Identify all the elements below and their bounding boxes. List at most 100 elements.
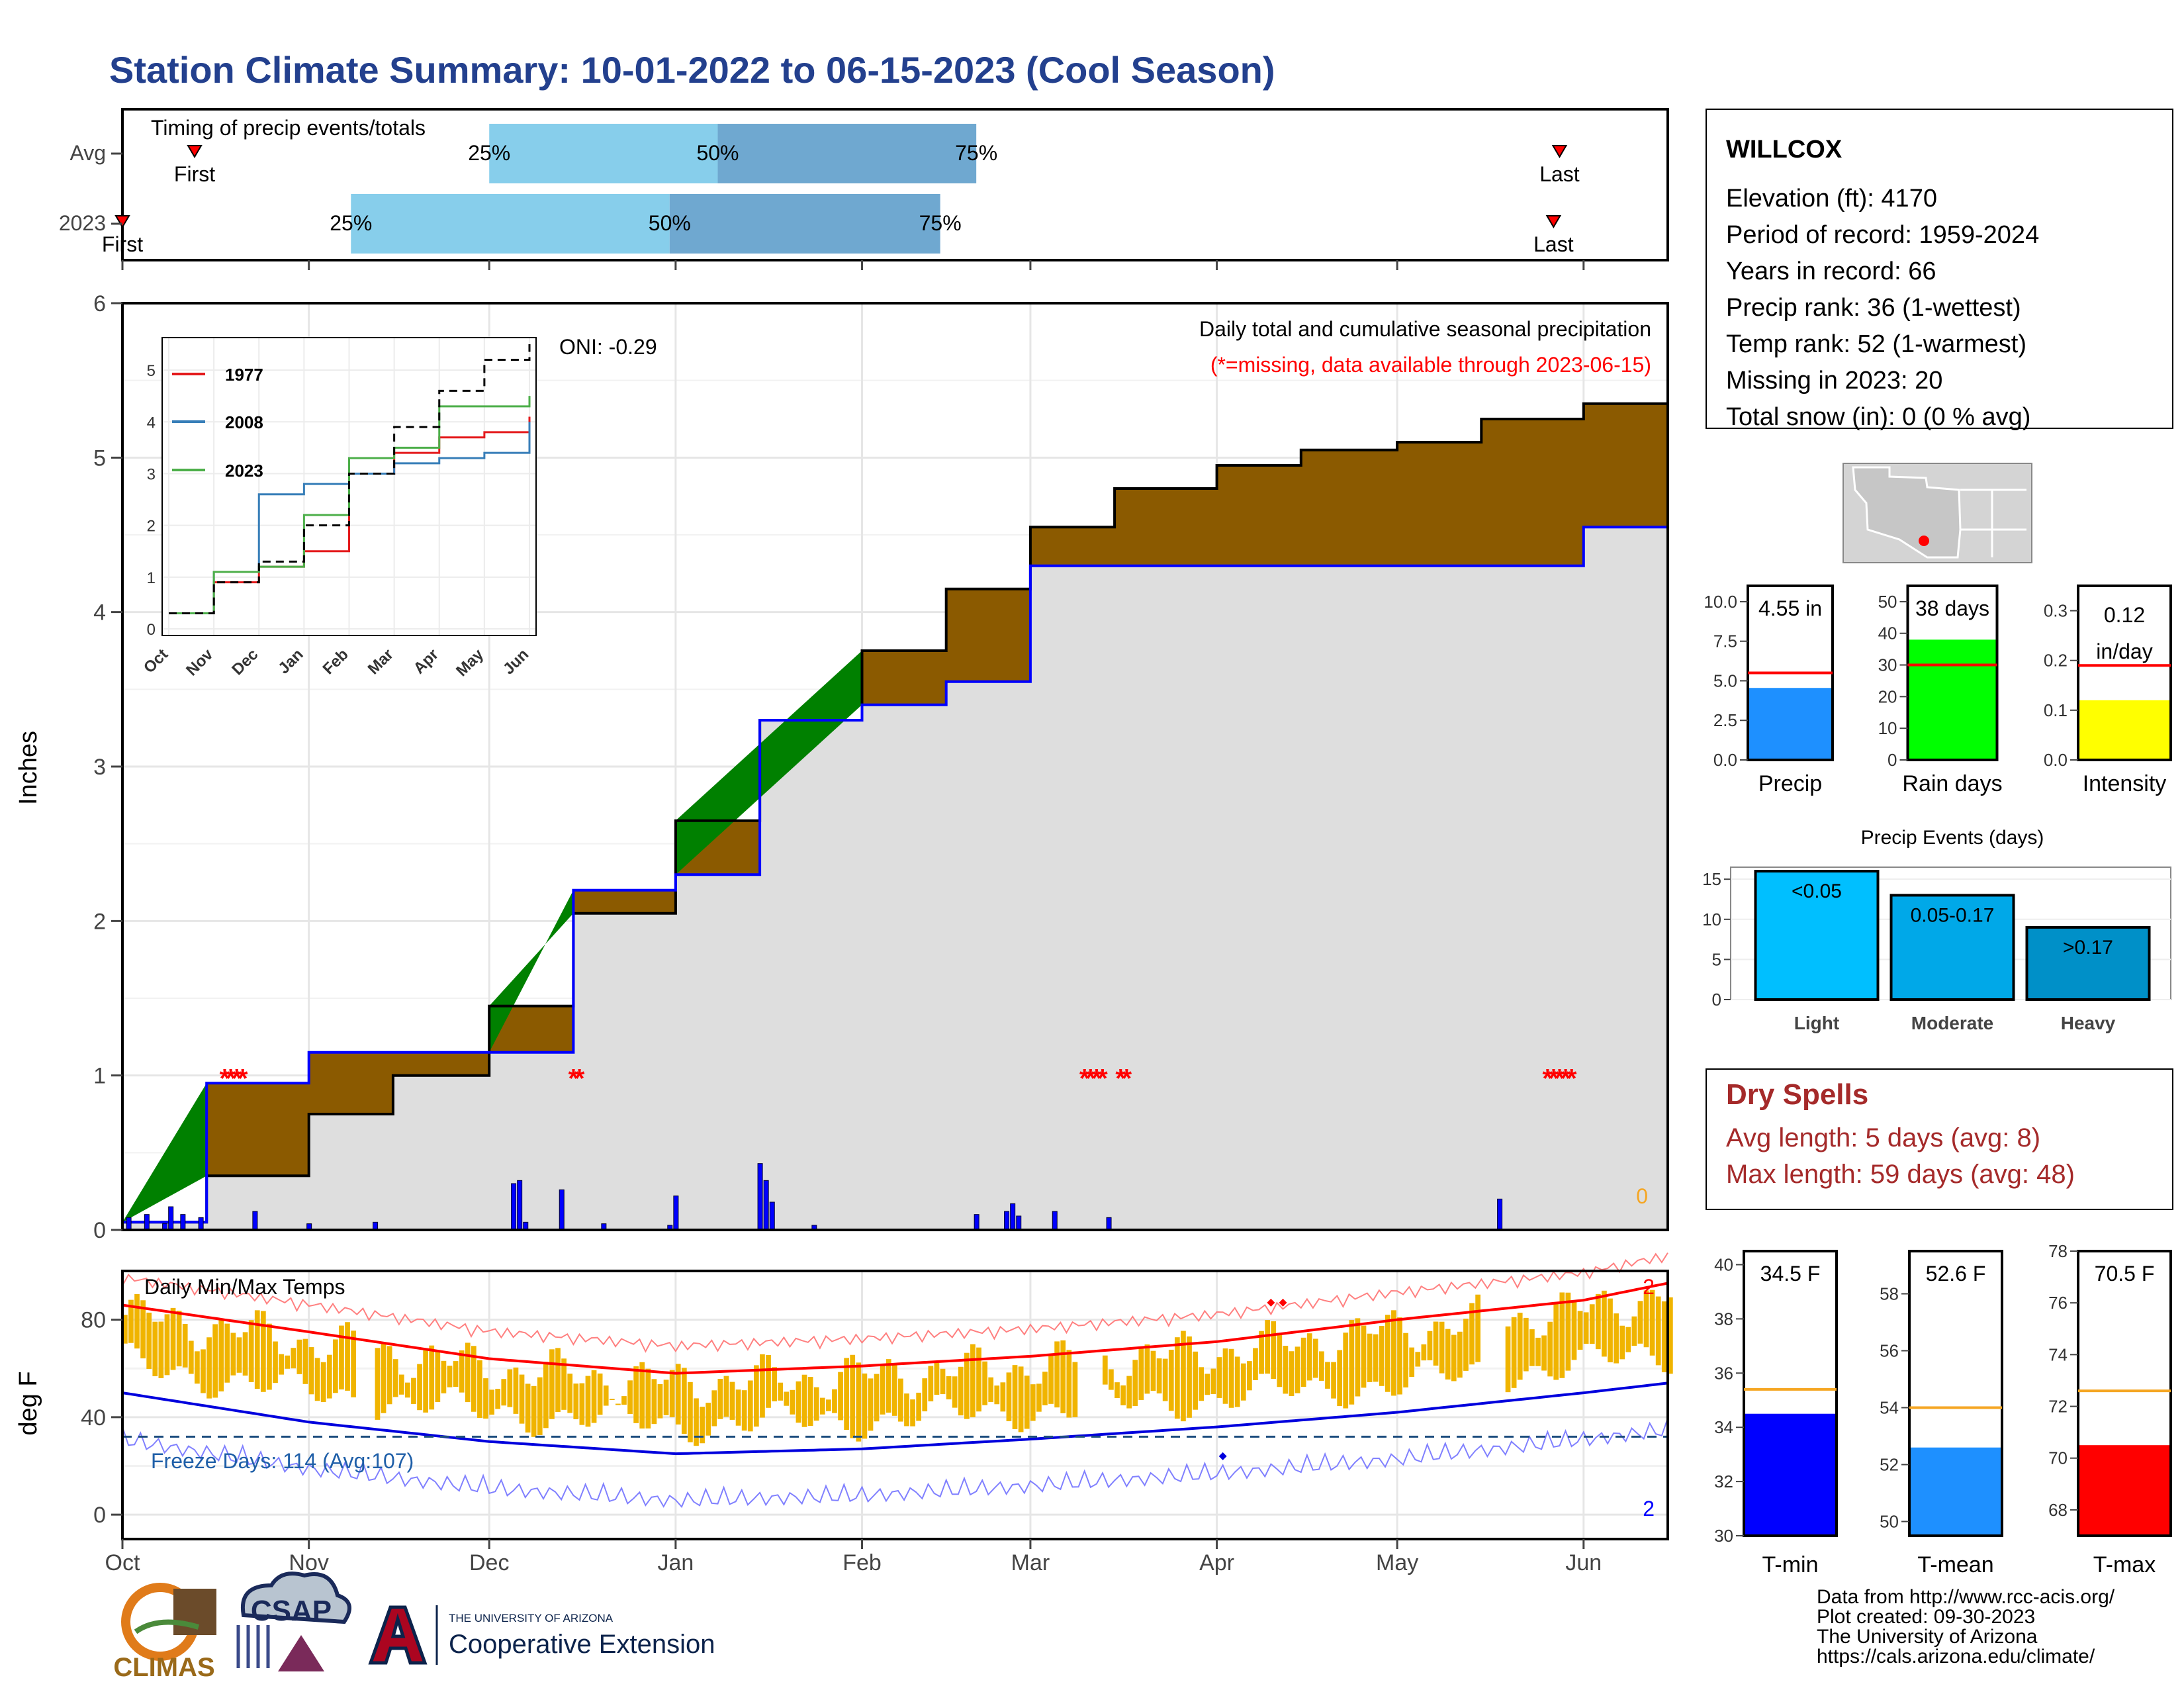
temp-y-tick-label: 40	[81, 1405, 106, 1430]
month-label: Jun	[1565, 1550, 1602, 1575]
daily-temp-bar	[1210, 1368, 1216, 1394]
average-cumulative-line	[122, 380, 1669, 1224]
inset-legend-2023: 2023	[225, 461, 263, 481]
daily-temp-bar	[146, 1312, 152, 1369]
month-label: May	[1376, 1550, 1418, 1575]
snow-zero-label: 0	[1636, 1184, 1648, 1208]
daily-temp-bar	[940, 1368, 946, 1395]
missing-data-marker: *	[1122, 1064, 1132, 1094]
missing-data-marker: *	[1079, 1064, 1090, 1094]
rain-days-tick-label: 50	[1878, 592, 1897, 612]
daily-temp-bar	[195, 1351, 200, 1384]
rain-days-bar-label: Rain days	[1902, 771, 2002, 796]
daily-temp-bar	[1216, 1357, 1222, 1398]
daily-temp-bar	[188, 1340, 194, 1374]
month-axis: Oct Nov Dec Jan Feb Mar Apr May Jun	[105, 260, 1602, 1575]
daily-temp-bar	[1253, 1348, 1258, 1380]
daily-temp-bar	[1144, 1344, 1150, 1394]
precip-plot: **** ** **** ** *****	[122, 380, 1669, 1231]
daily-temp-bar	[1060, 1340, 1066, 1413]
daily-temp-bar	[1132, 1360, 1138, 1407]
daily-temp-bar	[567, 1374, 573, 1413]
daily-temp-bar	[1427, 1331, 1433, 1360]
daily-temp-bar	[886, 1359, 891, 1413]
daily-temp-bar	[1006, 1372, 1012, 1421]
inset-legend-2008: 2008	[225, 412, 263, 432]
daily-temp-bar	[844, 1358, 849, 1430]
daily-temp-bar	[946, 1376, 952, 1399]
daily-temp-bar	[242, 1332, 248, 1376]
inset-legend-1977: 1977	[225, 365, 263, 385]
daily-temp-bar	[182, 1323, 188, 1368]
record-high-line	[122, 1252, 1668, 1353]
observed-area	[122, 527, 1668, 1230]
missing-data-marker: *	[574, 1064, 585, 1094]
credit-line-3: The University of Arizona	[1817, 1626, 2038, 1648]
daily-temp-bar	[1649, 1289, 1655, 1356]
precip-events-bars: 0 5 10 15 <0.05 Light 0.05-0.17 Moderate >0.17 He…	[1702, 867, 2171, 1033]
inset-y-tick-label: 3	[147, 465, 156, 483]
record-low-line	[122, 1417, 1668, 1509]
tmax-tick-label: 72	[2048, 1397, 2068, 1417]
tmax-bar-fill	[2078, 1445, 2171, 1536]
csap-logo: CSAP	[236, 1571, 351, 1671]
daily-temp-bar	[675, 1364, 681, 1425]
events-bar-text: >0.17	[2063, 937, 2113, 959]
precip-y-tick-label: 1	[93, 1064, 106, 1089]
daily-temp-bar	[904, 1393, 909, 1427]
inset-series-line	[169, 344, 531, 615]
daily-temp-bar	[1523, 1317, 1529, 1372]
daily-temp-bar	[218, 1319, 224, 1391]
daily-temp-bar	[1193, 1351, 1198, 1410]
daily-temp-bar	[411, 1378, 416, 1404]
daily-temp-bar	[681, 1368, 687, 1434]
daily-temp-bar	[1463, 1319, 1469, 1371]
dry-spells-max: Max length: 59 days (avg: 48)	[1726, 1160, 2075, 1189]
daily-precip-bar	[1106, 1217, 1112, 1231]
station-name: WILLCOX	[1726, 136, 1843, 164]
daily-temp-bar	[1349, 1319, 1355, 1405]
daily-temp-bar	[856, 1362, 862, 1442]
temp-panel: 0 40 80 deg F Daily Min/Max Temps Freeze D…	[15, 1252, 1673, 1540]
daily-temp-bar	[1553, 1303, 1559, 1380]
daily-temp-bar	[1000, 1382, 1006, 1412]
daily-temp-bar	[694, 1398, 699, 1446]
events-tick-label: 5	[1712, 949, 1721, 969]
rain-days-tick-label: 0	[1888, 750, 1897, 770]
missing-data-marker: *	[220, 1064, 230, 1094]
daily-temp-bar	[952, 1376, 958, 1408]
coop-extension-name: Cooperative Extension	[449, 1630, 715, 1659]
page-title: Station Climate Summary: 10-01-2022 to 0…	[109, 49, 1275, 91]
missing-data-marker: *	[226, 1064, 236, 1094]
precip-tick-label: 10.0	[1704, 592, 1737, 612]
daily-temp-bar	[260, 1311, 266, 1392]
oni-label: ONI: -0.29	[559, 335, 657, 359]
daily-temp-bar	[387, 1346, 392, 1405]
daily-temp-bar	[741, 1390, 747, 1431]
tmean-tick-label: 52	[1880, 1455, 1899, 1475]
intensity-tick-label: 0.2	[2044, 651, 2068, 671]
daily-temp-bar	[934, 1362, 940, 1395]
dry-spells-frame	[1706, 1068, 2173, 1210]
daily-temp-bar	[597, 1373, 603, 1415]
tmax-tick-label: 78	[2048, 1241, 2068, 1261]
surplus-band	[489, 890, 574, 1053]
daily-temp-bar	[164, 1314, 170, 1376]
daily-temp-bar	[615, 1403, 621, 1405]
daily-precip-bar	[126, 1217, 132, 1231]
daily-temp-bar	[807, 1377, 813, 1427]
daily-precip-bar	[517, 1180, 523, 1231]
events-bar-light	[1754, 870, 1880, 1001]
month-label: Apr	[1199, 1550, 1234, 1575]
daily-temp-bar	[1547, 1321, 1553, 1377]
daily-temp-bar	[1397, 1317, 1402, 1395]
daily-temp-bar	[910, 1399, 915, 1427]
tmean-tick-label: 50	[1880, 1512, 1899, 1532]
daily-temp-bar	[958, 1366, 964, 1416]
events-tick-label: 15	[1702, 869, 1721, 889]
daily-temp-bar	[392, 1359, 398, 1397]
ua-name: THE UNIVERSITY OF ARIZONA	[449, 1612, 614, 1624]
daily-temp-bar	[711, 1390, 717, 1427]
daily-temp-bar	[477, 1360, 482, 1418]
record-high-count: 2	[1643, 1275, 1655, 1299]
